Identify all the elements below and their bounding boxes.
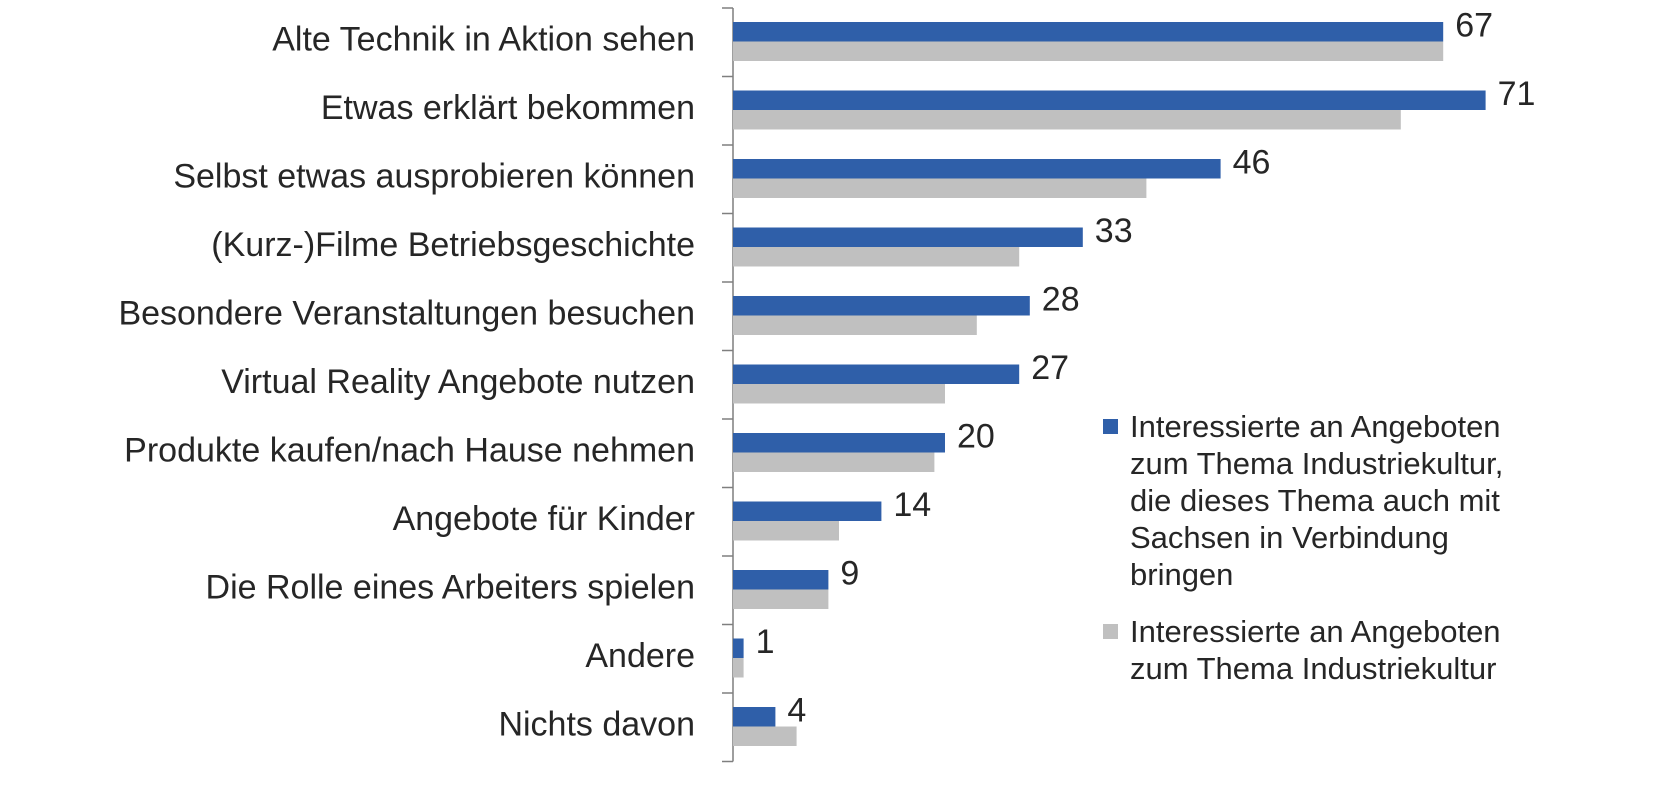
data-label: 1: [756, 623, 775, 661]
bar: [733, 90, 1486, 110]
bar: [733, 41, 1444, 61]
data-label: 28: [1042, 281, 1080, 319]
legend: Interessierte an Angeboten zum Thema Ind…: [1100, 408, 1550, 707]
bar: [733, 110, 1401, 130]
bar: [733, 726, 797, 746]
bar: [733, 247, 1020, 267]
data-label: 33: [1095, 212, 1133, 250]
legend-item: Interessierte an Angeboten zum Thema Ind…: [1100, 613, 1550, 687]
y-tick-label: Angebote für Kinder: [393, 500, 695, 538]
legend-label: Interessierte an Angeboten zum Thema Ind…: [1130, 614, 1501, 686]
bar: [733, 22, 1444, 42]
data-label: 67: [1455, 7, 1493, 45]
data-label: 4: [787, 692, 806, 730]
y-tick-label: Andere: [585, 637, 695, 675]
data-label: 9: [840, 555, 859, 593]
bar: [733, 433, 945, 453]
y-tick-label: Selbst etwas ausprobieren können: [173, 157, 695, 195]
y-tick-label: Die Rolle eines Arbeiters spielen: [206, 568, 695, 606]
bar: [733, 452, 935, 472]
legend-item: Interessierte an Angeboten zum Thema Ind…: [1100, 408, 1550, 593]
y-tick-label: Virtual Reality Angebote nutzen: [221, 363, 695, 401]
data-label: 14: [893, 486, 931, 524]
legend-swatch: [1103, 419, 1118, 434]
data-label: 71: [1498, 75, 1536, 113]
legend-label: Interessierte an Angeboten zum Thema Ind…: [1130, 409, 1504, 592]
bar: [733, 178, 1147, 198]
bar: [733, 638, 744, 658]
bar: [733, 296, 1030, 316]
bar: [733, 227, 1083, 247]
bar: [733, 521, 839, 541]
bar: [733, 501, 882, 521]
data-label: 27: [1031, 349, 1069, 387]
data-label: 20: [957, 418, 995, 456]
data-label: 46: [1233, 144, 1271, 182]
legend-swatch: [1103, 624, 1118, 639]
bar: [733, 589, 829, 609]
bar: [733, 658, 744, 678]
y-tick-label: Alte Technik in Aktion sehen: [272, 20, 695, 58]
y-tick-label: Produkte kaufen/nach Hause nehmen: [124, 431, 695, 469]
y-tick-label: Etwas erklärt bekommen: [321, 89, 695, 127]
bar: [733, 315, 977, 335]
y-tick-label: Besondere Veranstaltungen besuchen: [118, 294, 695, 332]
bar: [733, 159, 1221, 179]
bar: [733, 707, 776, 727]
y-tick-label: (Kurz-)Filme Betriebsgeschichte: [211, 226, 695, 264]
bar: [733, 384, 945, 404]
bar: [733, 364, 1020, 384]
bar: [733, 570, 829, 590]
y-tick-label: Nichts davon: [498, 705, 695, 743]
